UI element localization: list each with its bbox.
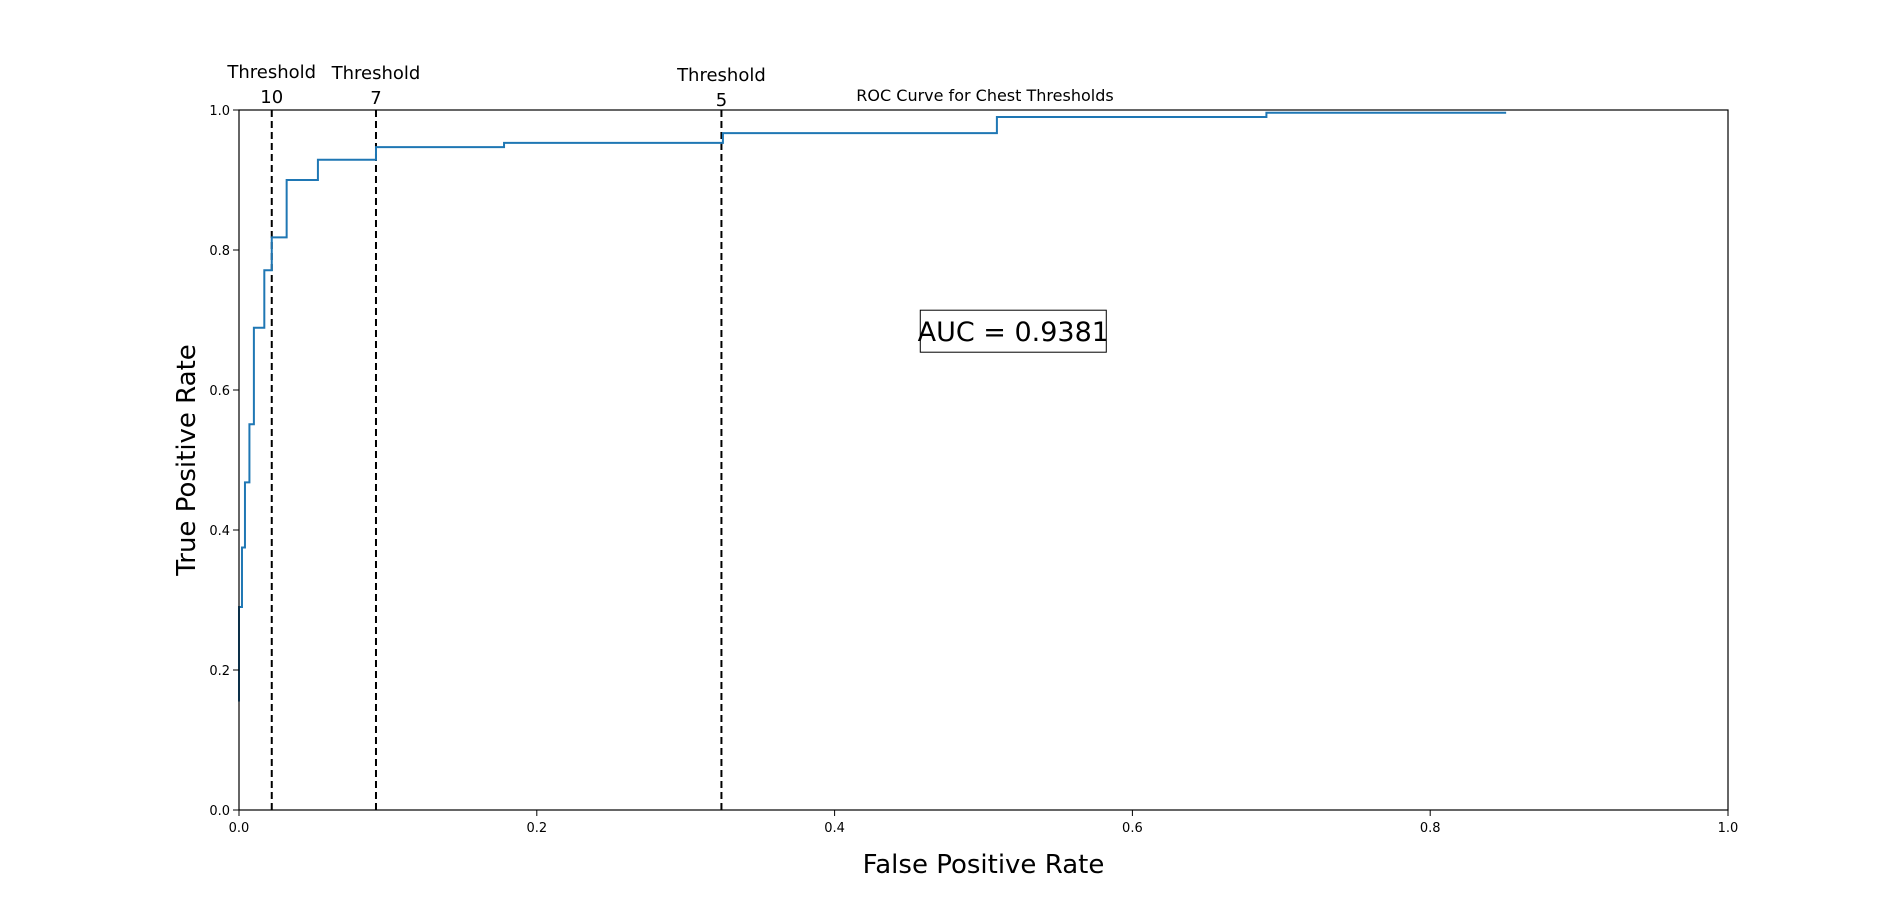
y-axis-label: True Positive Rate: [172, 344, 202, 577]
x-tick-label: 0.2: [526, 821, 547, 836]
plot-area: 0.0 0.2 0.4 0.6 0.8 1.0 0.0 0.2 0.4 0.6 0.8 1.0 Fals…: [172, 62, 1738, 880]
auc-box: [919, 309, 1107, 353]
y-tick-label: 1.0: [209, 104, 230, 119]
y-tick-label: 0.0: [209, 804, 230, 819]
x-tick-label: 0.8: [1420, 821, 1441, 836]
x-tick-label: 0.0: [229, 821, 250, 836]
roc-curve-line: [238, 111, 1507, 702]
x-axis-label: False Positive Rate: [863, 850, 1105, 880]
threshold-label-title: Threshold: [331, 63, 421, 84]
y-tick-label: 0.6: [209, 384, 230, 399]
threshold-label-title: Threshold: [676, 65, 766, 86]
y-tick-label: 0.8: [209, 244, 230, 259]
threshold-label-value: 10: [260, 87, 283, 108]
auc-annotation: AUC = 0.9381: [918, 317, 1109, 348]
threshold-label-value: 7: [370, 88, 381, 109]
y-tick-label: 0.4: [209, 524, 230, 539]
x-tick-label: 1.0: [1718, 821, 1739, 836]
x-tick-label: 0.6: [1122, 821, 1143, 836]
chart-title: ROC Curve for Chest Thresholds: [856, 86, 1113, 105]
axes-frame: [238, 109, 1729, 811]
x-tick-label: 0.4: [824, 821, 845, 836]
threshold-label-title: Threshold: [226, 62, 316, 83]
threshold-label-value: 5: [716, 90, 727, 111]
y-tick-label: 0.2: [209, 664, 230, 679]
